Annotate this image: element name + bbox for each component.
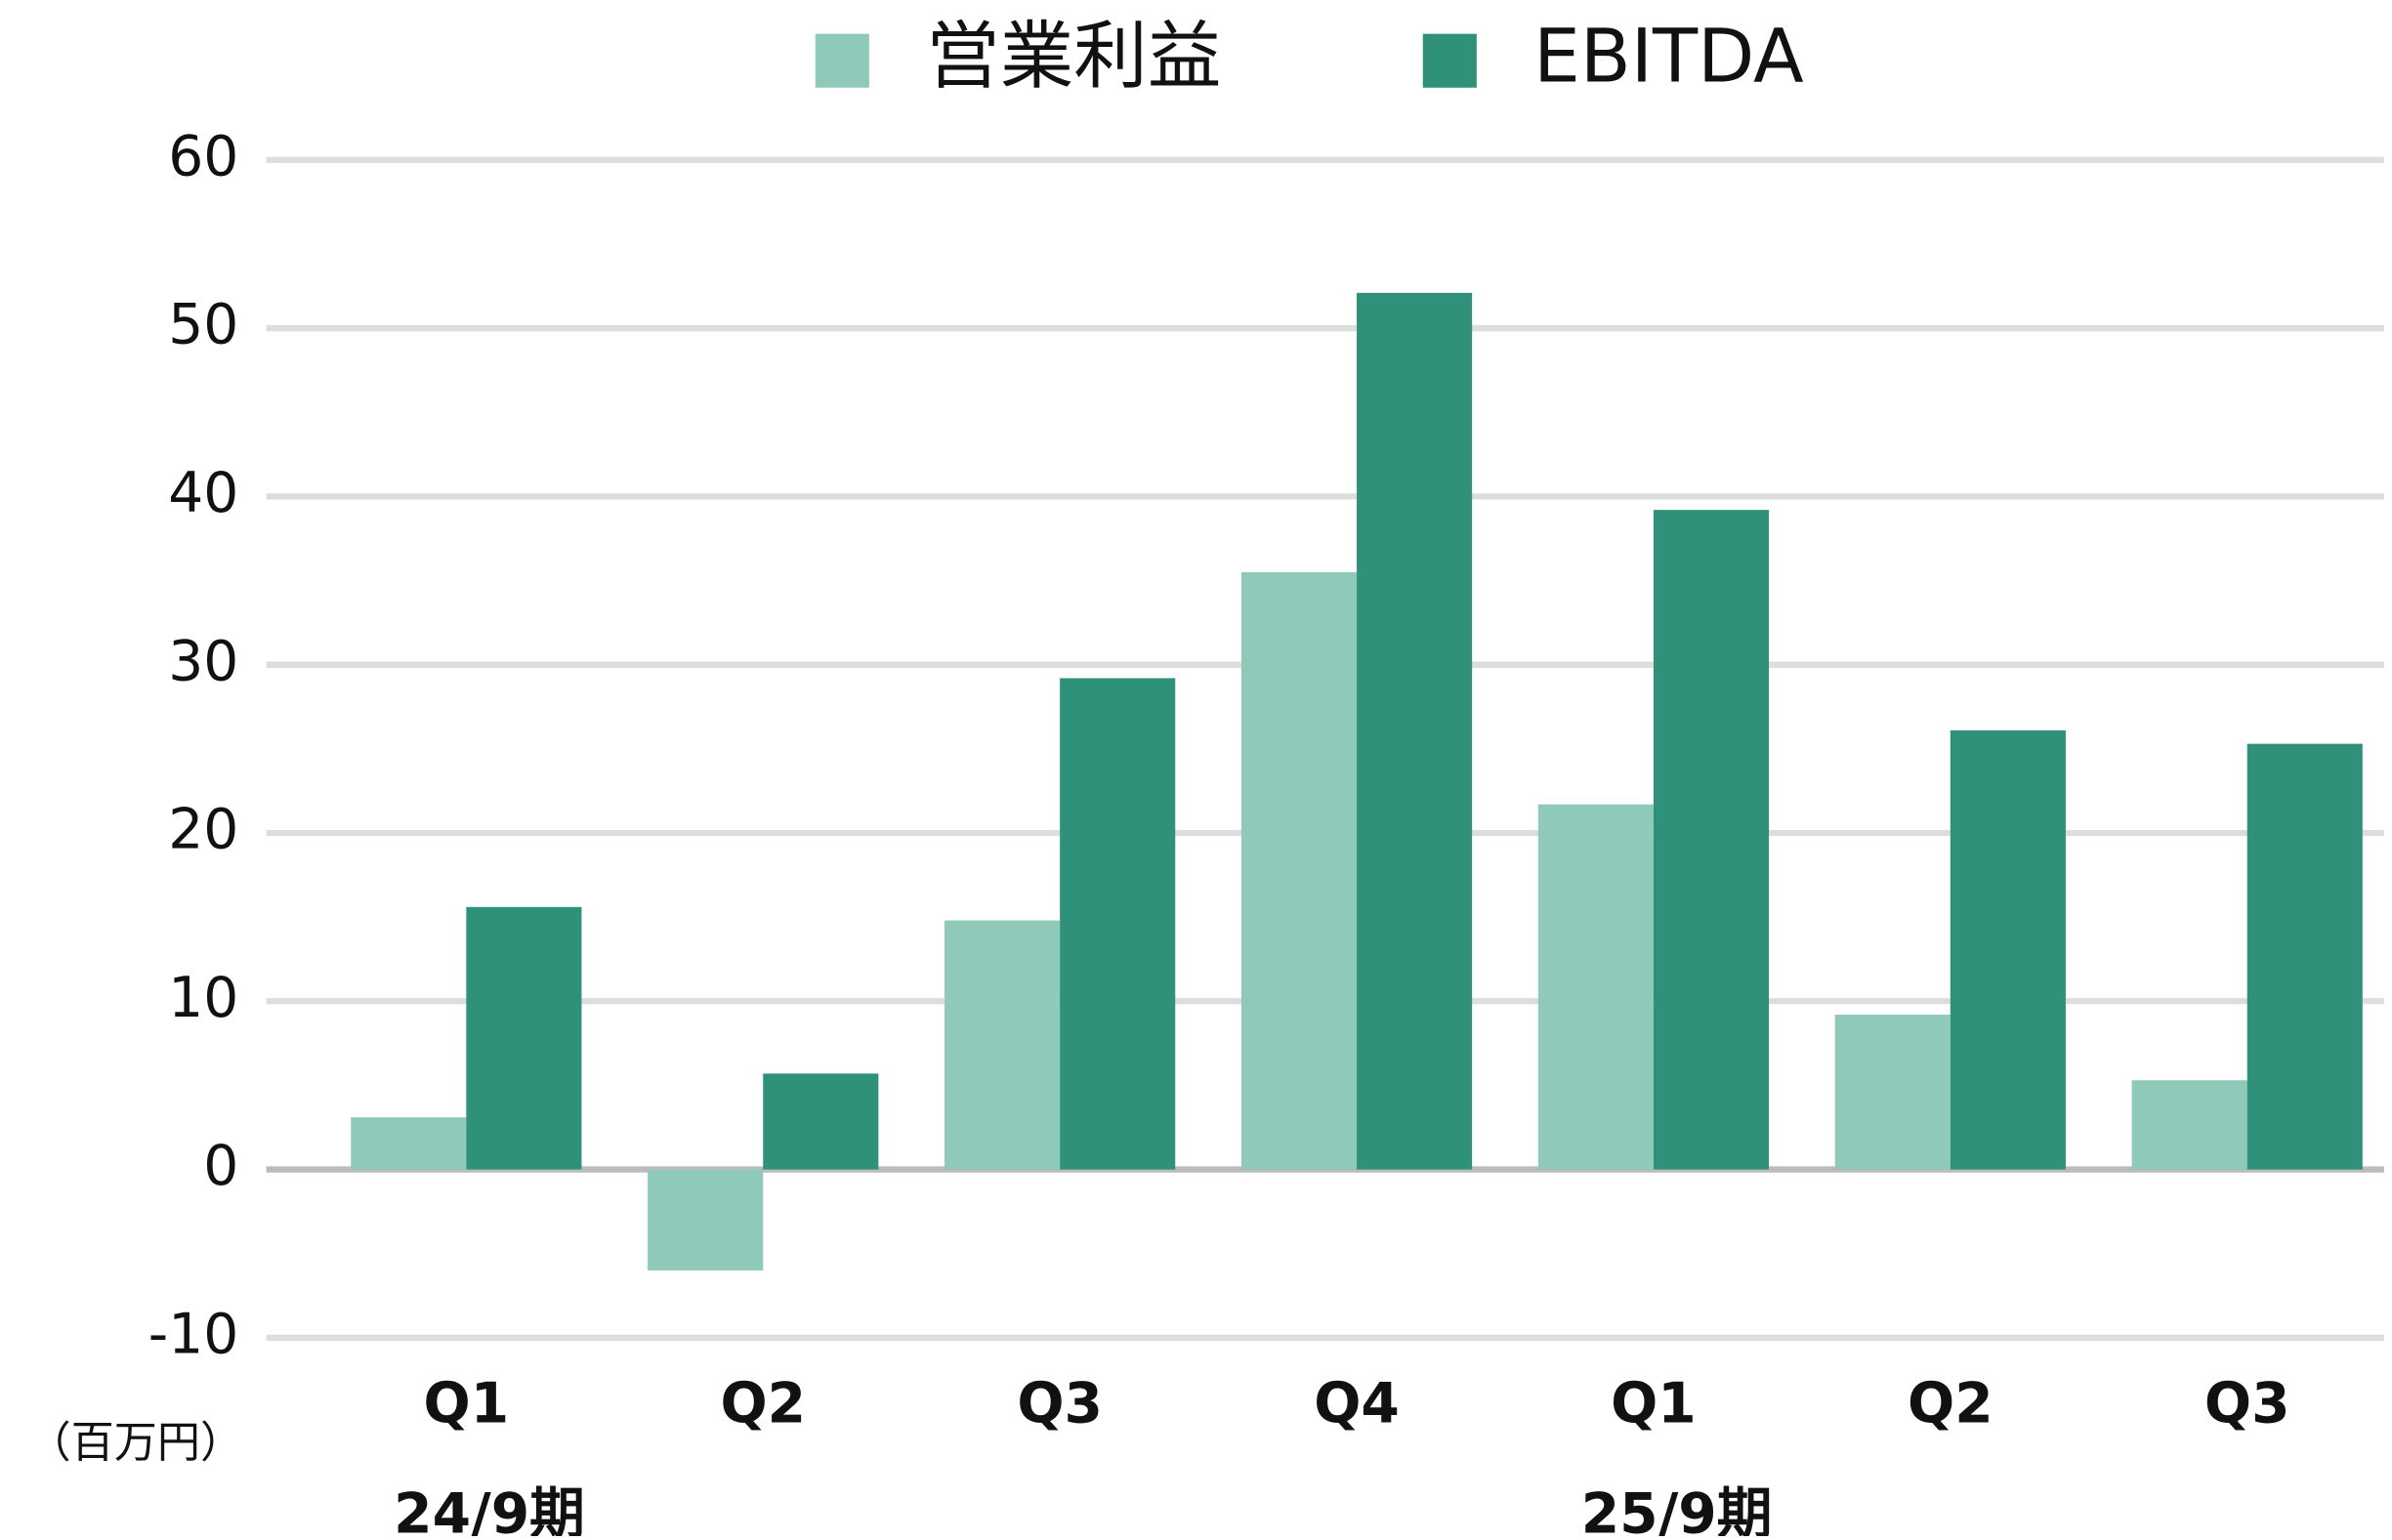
bar [1834,1015,1951,1170]
bar [1537,804,1654,1170]
bar [2246,743,2363,1170]
y-tick-label: 50 [168,293,238,357]
x-tick-label: Q2 [720,1371,806,1436]
x-tick-label: Q1 [1611,1371,1697,1436]
bar [1357,292,1473,1170]
y-tick-label: 0 [203,1134,238,1198]
group-label: 25/9期 [1581,1482,1773,1536]
legend-label: 営業利益 [926,13,1221,99]
bar [1240,571,1358,1170]
y-tick-label: 20 [168,798,238,862]
legend-swatch [1422,33,1477,88]
x-tick-label: Q1 [424,1371,510,1436]
y-tick-label: 60 [168,124,238,188]
bar [944,920,1061,1170]
bar [648,1169,764,1270]
bar [1950,729,2066,1170]
y-tick-label: -10 [148,1303,239,1367]
x-tick-label: Q2 [1908,1371,1993,1436]
legend-label: EBITDA [1533,13,1804,99]
group-label: 24/9期 [394,1482,585,1536]
x-tick-label: Q3 [2204,1371,2290,1436]
y-tick-label: 40 [168,461,238,525]
y-tick-label: 10 [168,966,238,1030]
bar [351,1117,467,1170]
bar [466,906,582,1170]
bar [1653,510,1770,1170]
y-tick-label: 30 [168,629,238,693]
x-tick-label: Q4 [1314,1371,1400,1436]
bar [763,1073,879,1170]
legend-swatch [815,33,869,88]
bar [2131,1080,2247,1170]
bar [1060,678,1176,1170]
x-tick-label: Q3 [1017,1371,1103,1436]
unit-label: （百万円） [28,1418,243,1468]
